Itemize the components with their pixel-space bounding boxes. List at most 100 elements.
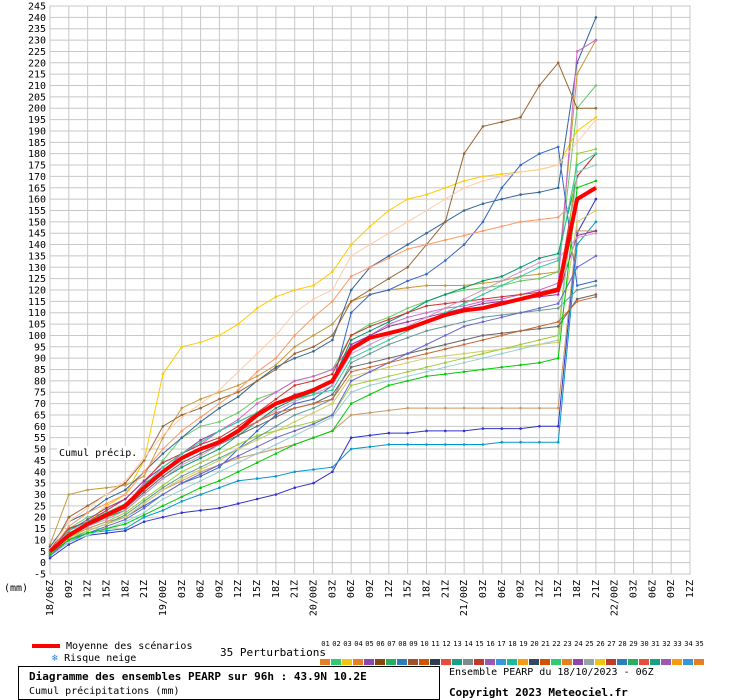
y-tick-label: 150 (28, 217, 46, 228)
ensemble-series-point (594, 38, 598, 42)
y-tick-label: 65 (34, 410, 46, 421)
perturbation-number: 33 (673, 640, 682, 648)
perturbation-swatches (320, 650, 705, 665)
ensemble-series-point (500, 197, 504, 201)
ensemble-series-point (556, 186, 560, 190)
ensemble-series-point (444, 354, 447, 358)
y-tick-label: 85 (34, 365, 46, 376)
ensemble-series-point (124, 493, 127, 496)
ensemble-series-point (161, 504, 165, 508)
perturbation-swatch (628, 659, 638, 665)
ensemble-series-point (161, 497, 165, 501)
x-tick-label: 06Z (497, 580, 508, 598)
ensemble-series-point (519, 293, 522, 296)
ensemble-series-point (538, 272, 541, 276)
legend-mean-label: Moyenne des scénarios (66, 641, 193, 652)
ensemble-series-point (575, 243, 579, 246)
ensemble-series-point (425, 429, 428, 433)
ensemble-series-point (556, 425, 560, 428)
ensemble-series-point (481, 229, 485, 233)
ensemble-series-point (444, 197, 447, 201)
ensemble-series-point (444, 372, 447, 376)
x-tick-label: 15Z (252, 580, 263, 598)
ensemble-series-point (180, 477, 184, 480)
ensemble-series-point (161, 484, 165, 487)
ensemble-series-point (500, 427, 504, 430)
ensemble-series-point (48, 552, 52, 555)
x-tick-label: 18Z (120, 580, 131, 598)
ensemble-series-point (462, 209, 466, 212)
ensemble-series-point (331, 372, 334, 376)
ensemble-series-point (255, 379, 259, 383)
ensemble-series-point (368, 352, 372, 355)
ensemble-series-point (142, 459, 146, 462)
perturbation-swatch (320, 659, 330, 665)
ensemble-series-point (349, 413, 353, 417)
ensemble-series-point (218, 452, 221, 455)
ensemble-series-point (481, 320, 485, 324)
ensemble-series-point (105, 493, 108, 496)
ensemble-series-point (274, 409, 278, 412)
ensemble-series-point (519, 163, 522, 167)
ensemble-series-point (368, 322, 372, 326)
ensemble-series-point (575, 266, 579, 269)
ensemble-series-point (425, 311, 428, 315)
ensemble-series-point (180, 488, 184, 492)
ensemble-series-point (48, 556, 52, 560)
ensemble-series-point (444, 361, 447, 365)
ensemble-series-point (255, 434, 259, 437)
ensemble-series-point (406, 266, 409, 269)
ensemble-series-point (312, 345, 315, 349)
ensemble-series-point (349, 390, 353, 394)
ensemble-series-point (425, 300, 428, 303)
ensemble-series-point (556, 302, 560, 305)
ensemble-series-point (105, 506, 108, 510)
y-tick-label: 20 (34, 513, 46, 524)
x-tick-label: 18Z (421, 580, 432, 598)
ensemble-series-point (293, 406, 297, 410)
perturbation-number: 13 (453, 640, 462, 648)
chart-subtitle: Cumul précipitations (mm) (29, 686, 180, 697)
ensemble-series-point (425, 243, 428, 246)
ensemble-series-point (500, 316, 504, 319)
x-tick-label: 19/00Z (158, 580, 169, 616)
ensemble-series-point (481, 281, 485, 285)
x-tick-label: 03Z (177, 580, 188, 598)
ensemble-series-point (368, 445, 372, 449)
ensemble-series-point (124, 497, 127, 501)
ensemble-series-point (368, 225, 372, 228)
legend-mean: Moyenne des scénarios (32, 641, 192, 652)
ensemble-series-point (406, 352, 409, 355)
ensemble-series-point (368, 347, 372, 351)
ensemble-series-line (49, 61, 596, 552)
ensemble-series-point (218, 465, 221, 469)
ensemble-series-point (124, 529, 127, 533)
ensemble-series-point (481, 288, 485, 292)
ensemble-series-line (49, 39, 597, 545)
ensemble-series-point (86, 531, 89, 535)
ensemble-series-point (331, 415, 334, 419)
ensemble-series-point (180, 406, 184, 410)
ensemble-series-point (462, 352, 466, 355)
ensemble-series-point (124, 513, 127, 517)
ensemble-series-point (425, 375, 428, 378)
ensemble-series-point (331, 388, 334, 392)
ensemble-series-point (538, 440, 541, 444)
ensemble-series-point (255, 397, 259, 401)
ensemble-series-point (274, 295, 278, 299)
ensemble-series-point (594, 152, 598, 155)
x-tick-label: 18Z (271, 580, 282, 598)
ensemble-series-point (236, 322, 240, 326)
x-tick-label: 15Z (553, 580, 564, 598)
ensemble-series-point (387, 431, 391, 435)
ensemble-series-point (500, 440, 504, 444)
ensemble-series-point (67, 493, 71, 496)
ensemble-series-point (255, 452, 259, 455)
ensemble-series-point (199, 402, 202, 405)
ensemble-series-point (538, 191, 541, 194)
ensemble-series-point (312, 379, 315, 383)
perturbation-number: 19 (519, 640, 528, 648)
ensemble-series-point (199, 465, 202, 469)
ensemble-series-point (124, 479, 127, 483)
perturbation-swatch (496, 659, 506, 665)
